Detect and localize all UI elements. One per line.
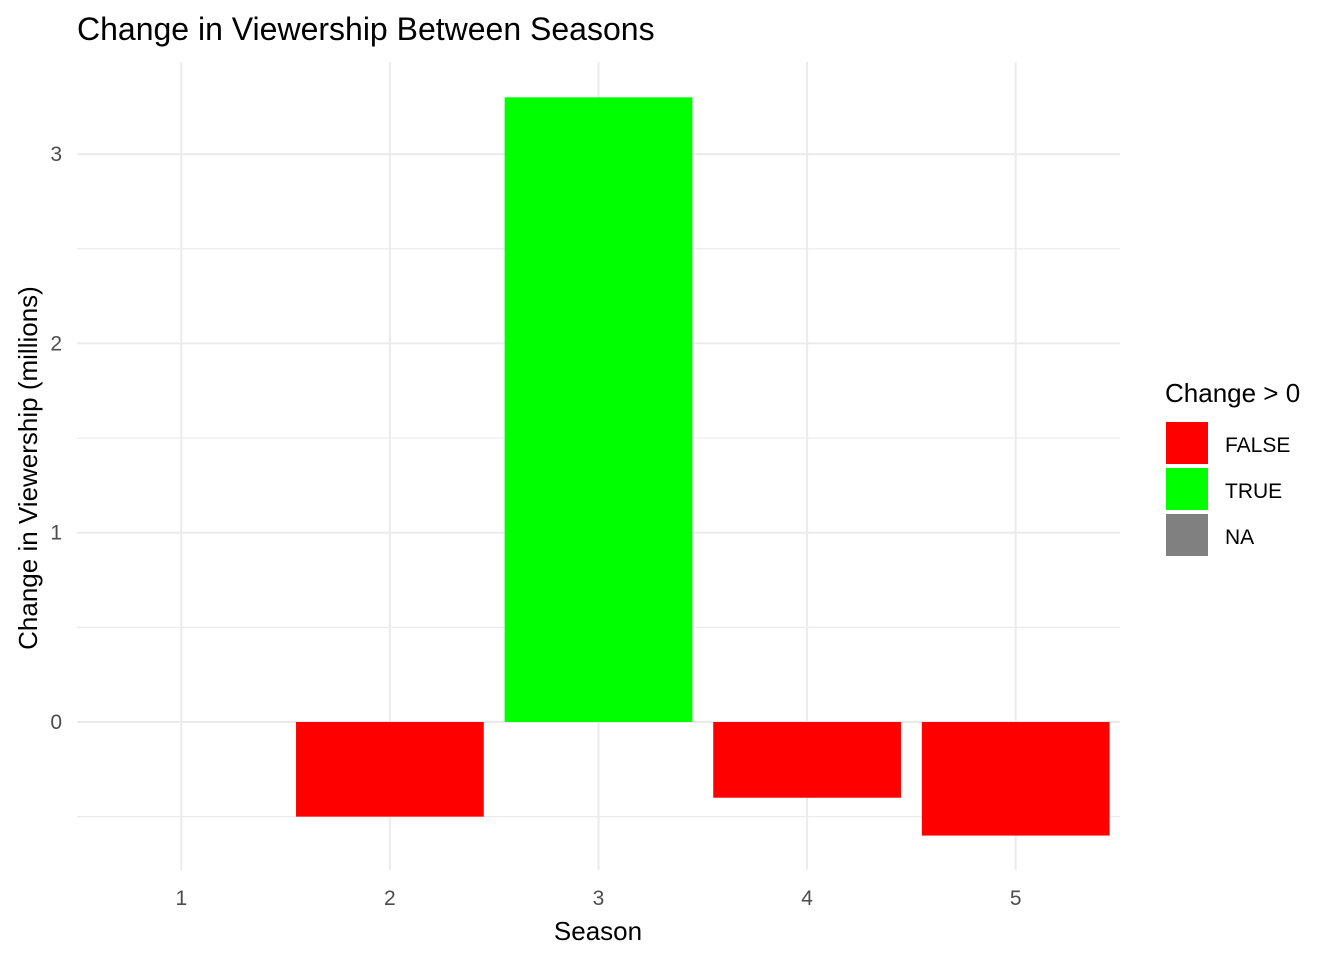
legend-swatch-false [1166, 422, 1208, 464]
bar-season-5 [921, 722, 1110, 836]
y-tick-label: 2 [50, 332, 62, 355]
bar-season-3 [504, 97, 693, 722]
x-axis-title: Season [554, 916, 642, 946]
legend-label-na: NA [1225, 526, 1254, 549]
legend: Change > 0 FALSE TRUE NA [1165, 378, 1300, 556]
x-tick-label: 4 [801, 887, 813, 910]
bars [296, 97, 1110, 836]
legend-title: Change > 0 [1165, 378, 1300, 408]
x-tick-label: 3 [593, 887, 605, 910]
chart-title: Change in Viewership Between Seasons [77, 11, 655, 47]
legend-label-true: TRUE [1225, 480, 1282, 503]
x-axis-ticks: 1 2 3 4 5 [175, 887, 1021, 910]
bar-season-4 [713, 722, 901, 798]
y-axis-title: Change in Viewership (millions) [13, 286, 43, 650]
y-tick-label: 1 [50, 522, 62, 545]
legend-items: FALSE TRUE NA [1166, 422, 1290, 556]
legend-swatch-na [1166, 514, 1208, 556]
legend-label-false: FALSE [1225, 434, 1290, 457]
x-tick-label: 5 [1010, 887, 1022, 910]
legend-swatch-true [1166, 468, 1208, 510]
y-tick-label: 0 [50, 711, 62, 734]
y-tick-label: 3 [50, 143, 62, 166]
y-axis-ticks: 0 1 2 3 [50, 143, 62, 734]
x-tick-label: 2 [384, 887, 396, 910]
bar-season-2 [296, 722, 484, 817]
x-tick-label: 1 [175, 887, 187, 910]
